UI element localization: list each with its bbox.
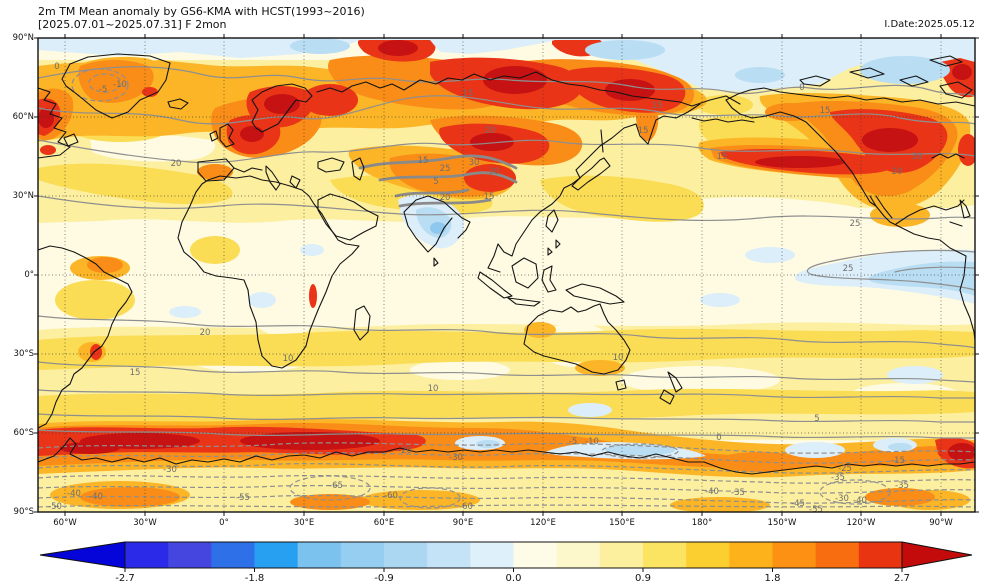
colorbar-tick-label: -0.9 <box>362 573 406 584</box>
colorbar-tick-label: 1.8 <box>751 573 795 584</box>
contour-label: 20 <box>892 167 903 177</box>
lon-tick-label: 150°E <box>600 518 644 528</box>
lat-tick-label: 90°S <box>4 507 34 517</box>
contour-label: 15 <box>652 101 663 111</box>
forecast-map-figure: 2m TM Mean anomaly by GS6-KMA with HCST(… <box>0 0 1000 584</box>
contour-label: -15 <box>891 456 905 466</box>
contour-label: -30 <box>835 494 849 504</box>
contour-label: 20 <box>171 159 182 169</box>
lon-tick-label: 150°W <box>760 518 804 528</box>
colorbar-tick-label: 2.7 <box>880 573 924 584</box>
contour-label: 15 <box>130 368 141 378</box>
lat-tick-label: 30°S <box>4 349 34 359</box>
lon-tick-label: 180° <box>680 518 724 528</box>
contour-label: 5 <box>433 177 438 187</box>
contour-label: 15 <box>463 89 474 99</box>
lat-tick-label: 30°N <box>4 191 34 201</box>
contour-label: 15 <box>820 106 831 116</box>
contour-label: 20 <box>440 193 451 203</box>
contour-label: 10 <box>428 384 439 394</box>
contour-label: -60 <box>459 502 473 512</box>
lon-tick-label: 30°W <box>123 518 167 528</box>
lat-tick-label: 60°S <box>4 428 34 438</box>
contour-label: 5 <box>814 414 819 424</box>
contour-label: -10 <box>113 80 127 90</box>
lat-tick-label: 60°N <box>4 112 34 122</box>
contour-label: -35 <box>895 481 909 491</box>
lon-tick-label: 120°W <box>839 518 883 528</box>
contour-label: 15 <box>717 152 728 162</box>
contour-label: -35 <box>831 473 845 483</box>
contour-label: 30 <box>912 152 923 162</box>
contour-label: -20 <box>398 446 412 456</box>
contour-label: -55 <box>236 493 250 503</box>
lon-tick-label: 90°W <box>919 518 963 528</box>
contour-label: 10 <box>613 353 624 363</box>
contour-label: -40 <box>67 489 81 499</box>
lon-tick-label: 90°E <box>441 518 485 528</box>
colorbar-tick-label: 0.0 <box>492 573 536 584</box>
contour-label: 25 <box>843 264 854 274</box>
contour-label: 0 <box>716 433 721 443</box>
contour-label: -45 <box>791 499 805 509</box>
contour-label: 15 <box>638 126 649 136</box>
contour-label: -50 <box>48 502 62 512</box>
contour-label: -5 <box>99 85 107 95</box>
contour-label: 15 <box>418 156 429 166</box>
lat-tick-label: 90°N <box>4 33 34 43</box>
contour-label: 25 <box>850 219 861 229</box>
lon-tick-label: 0° <box>202 518 246 528</box>
contour-label: -30 <box>449 453 463 463</box>
contour-label: -65 <box>329 481 343 491</box>
world-anomaly-map: 0-5-102015201525530302015151515015302025… <box>0 0 1000 584</box>
contour-label: -10 <box>585 437 599 447</box>
contour-label: -5 <box>569 437 577 447</box>
contour-label: -40 <box>89 492 103 502</box>
contour-label: 25 <box>440 164 451 174</box>
contour-label: -55 <box>809 505 823 515</box>
lon-tick-label: 60°E <box>362 518 406 528</box>
contour-label: 15 <box>484 192 495 202</box>
colorbar-tick-label: -1.8 <box>233 573 277 584</box>
lat-tick-label: 0° <box>4 270 34 280</box>
contour-label: -40 <box>853 496 867 506</box>
anomaly-shading <box>38 38 978 513</box>
colorbar-tick-label: 0.9 <box>621 573 665 584</box>
contour-label: 0 <box>799 83 804 93</box>
lon-tick-label: 30°E <box>282 518 326 528</box>
lon-tick-label: 120°E <box>521 518 565 528</box>
contour-label: 0 <box>54 62 59 72</box>
contour-label: -35 <box>731 488 745 498</box>
contour-label: 20 <box>200 328 211 338</box>
colorbar <box>40 542 972 572</box>
contour-label: 20 <box>485 126 496 136</box>
contour-label: -30 <box>163 465 177 475</box>
contour-label: 10 <box>283 354 294 364</box>
colorbar-tick-label: -2.7 <box>103 573 147 584</box>
contour-label: -60 <box>384 491 398 501</box>
contour-label: 30 <box>489 167 500 177</box>
contour-label: -40 <box>705 487 719 497</box>
contour-label: 30 <box>469 158 480 168</box>
lon-tick-label: 60°W <box>43 518 87 528</box>
